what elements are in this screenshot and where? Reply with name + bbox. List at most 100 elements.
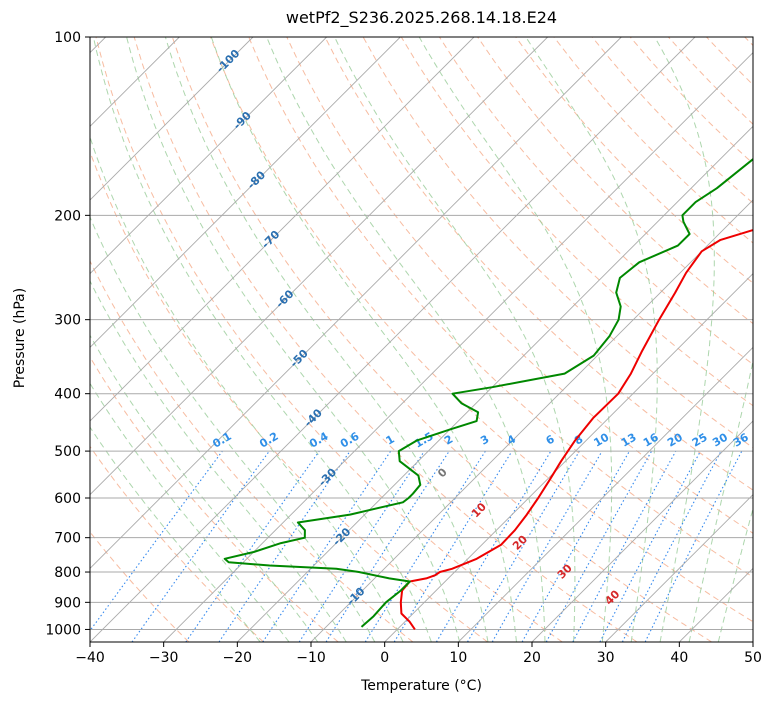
- mixing-ratio-label: 4: [505, 432, 518, 447]
- isotherm-label: -20: [330, 525, 353, 548]
- moist-adiabat-line: [90, 215, 376, 642]
- x-tick-label: −10: [296, 650, 326, 666]
- isotherm-line: [237, 125, 753, 642]
- dry-adiabat-line: [90, 356, 339, 642]
- isotherm-line: [310, 199, 753, 642]
- isotherm-label: -80: [245, 168, 268, 191]
- dry-adiabat-line: [515, 37, 753, 284]
- mixing-ratio-line: [545, 450, 653, 642]
- mixing-ratio-label: 6: [544, 432, 557, 447]
- isotherm-line: [90, 37, 254, 201]
- isotherm-label: -60: [273, 287, 296, 310]
- x-tick-label: −20: [223, 650, 253, 666]
- moist-adiabat-line: [90, 279, 347, 642]
- moist-adiabat-line: [525, 37, 658, 642]
- dry-adiabat-line: [210, 37, 753, 623]
- y-tick-label: 300: [54, 313, 81, 329]
- isotherm-line: [90, 37, 696, 642]
- mixing-ratio-label: 1: [384, 433, 397, 448]
- mixing-ratio-line: [218, 450, 351, 642]
- dry-adiabat-line: [668, 37, 753, 125]
- mixing-ratio-line: [521, 450, 630, 642]
- line-labels: -100-90-80-70-60-50-40-30-20-100.1 0.2 0.4…: [210, 47, 751, 608]
- moist-adiabat-label: 0: [435, 465, 450, 480]
- x-tick-label: 50: [744, 650, 762, 666]
- dry-adiabat-line: [133, 37, 638, 642]
- y-tick-label: 800: [54, 565, 81, 581]
- mixing-ratio-line: [262, 450, 392, 642]
- isotherm-line: [90, 37, 548, 496]
- moist-adiabat-line: [654, 37, 715, 642]
- dry-adiabat-line: [248, 37, 753, 578]
- background-lines: [0, 37, 753, 642]
- dry-adiabat-line: [95, 37, 563, 642]
- isotherm-label: -40: [302, 406, 325, 429]
- dry-adiabat-line: [90, 150, 488, 642]
- x-axis-label: Temperature (°C): [361, 678, 482, 694]
- isotherm-line: [605, 494, 753, 642]
- dry-adiabat-line: [90, 445, 264, 642]
- y-tick-label: 200: [54, 208, 81, 224]
- mixing-ratio-label: 0.2: [257, 430, 280, 451]
- mixing-ratio-label: 25: [690, 431, 710, 450]
- mixing-ratio-label: 3: [478, 433, 491, 448]
- mixing-ratio-line: [599, 450, 701, 642]
- mixing-ratio-label: 2: [442, 433, 455, 448]
- moist-adiabat-line: [90, 135, 404, 642]
- isotherm-line: [90, 37, 401, 348]
- isotherm-line: [752, 641, 753, 642]
- isotherm-line: [458, 346, 753, 642]
- moist-adiabat-line: [266, 37, 546, 642]
- mixing-ratio-label: 16: [641, 430, 661, 449]
- isotherm-label: -100: [214, 47, 243, 76]
- x-tick-label: −40: [75, 650, 105, 666]
- dry-adiabat-line: [324, 37, 753, 491]
- chart-title: wetPf2_S236.2025.268.14.18.E24: [285, 8, 558, 27]
- x-tick-label: −30: [149, 650, 179, 666]
- moist-adiabat-line: [418, 37, 613, 642]
- dry-adiabat-line: [744, 37, 753, 47]
- mixing-ratio-label: 20: [665, 430, 685, 449]
- mixing-ratio-line: [325, 450, 450, 642]
- plot-frame: [89, 36, 754, 643]
- isotherm-label: -70: [259, 228, 282, 251]
- isotherm-line: [384, 273, 753, 642]
- moist-adiabat-line: [90, 334, 319, 642]
- temperature-profile-line: [399, 229, 753, 630]
- moist-adiabat-line: [164, 37, 489, 642]
- mixing-ratio-label: 0.4: [307, 429, 331, 450]
- isotherm-label: -30: [316, 466, 339, 489]
- mixing-ratio-line: [131, 450, 270, 642]
- mixing-ratio-line: [185, 450, 320, 642]
- mixing-ratio-line: [572, 450, 677, 642]
- mixing-ratio-label: 10: [592, 430, 612, 449]
- moist-adiabat-label: 40: [602, 587, 622, 607]
- y-tick-label: 500: [54, 444, 81, 460]
- dry-adiabat-line: [477, 37, 753, 325]
- y-tick-label: 100: [54, 30, 81, 46]
- y-tick-label: 700: [54, 531, 81, 547]
- mixing-ratio-label: 0.1: [210, 430, 233, 451]
- mixing-ratio-line: [435, 450, 552, 642]
- y-tick-label: 400: [54, 387, 81, 403]
- x-tick-label: 20: [523, 650, 541, 666]
- isotherm-line: [90, 37, 475, 422]
- isotherm-line: [0, 37, 32, 642]
- moist-adiabat-label: 20: [510, 533, 530, 553]
- mixing-ratio-label: 13: [619, 431, 639, 450]
- y-tick-label: 1000: [45, 622, 81, 638]
- x-tick-label: 30: [597, 650, 615, 666]
- x-tick-label: 0: [380, 650, 389, 666]
- x-tick-label: 10: [449, 650, 467, 666]
- dewpoint-profile-line: [223, 157, 753, 628]
- isotherm-line: [531, 420, 753, 642]
- mixing-ratio-line: [393, 450, 513, 642]
- y-tick-label: 900: [54, 595, 81, 611]
- moist-adiabat-line: [90, 426, 261, 642]
- moist-adiabat-line: [126, 37, 461, 642]
- x-tick-label: 40: [670, 650, 688, 666]
- axes: −40 −30 −20 −10 0 10 20 30 40 5010020030040050060…: [45, 30, 762, 666]
- moist-adiabat-line: [90, 382, 290, 642]
- mixing-ratio-line: [298, 450, 425, 642]
